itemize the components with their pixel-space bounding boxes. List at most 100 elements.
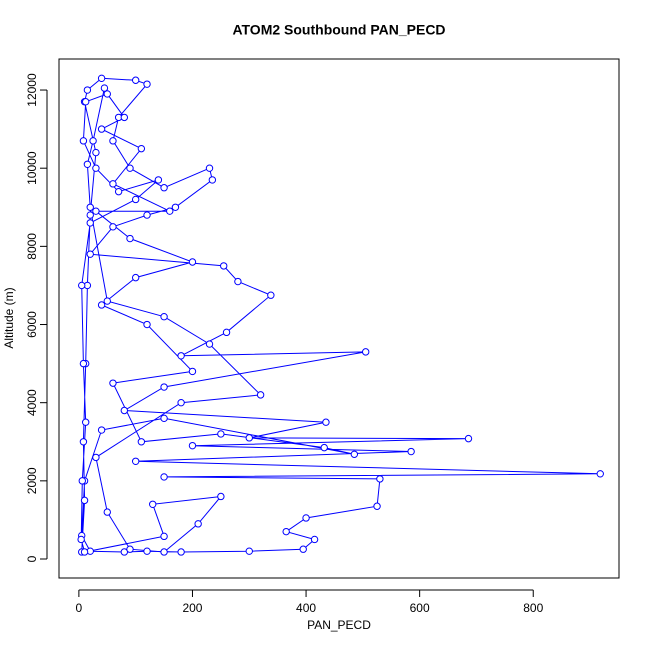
data-point	[160, 473, 168, 481]
data-point	[97, 74, 106, 83]
data-point	[97, 301, 106, 309]
data-point	[126, 234, 134, 243]
data-point	[361, 348, 370, 356]
data-point	[160, 383, 168, 391]
data-point	[160, 548, 168, 556]
data-point	[171, 203, 180, 211]
data-point	[596, 470, 604, 478]
data-point	[149, 500, 157, 508]
data-point	[97, 426, 106, 434]
data-point	[80, 548, 89, 556]
y-tick-label: 0	[25, 555, 39, 562]
data-point	[464, 434, 473, 443]
x-axis-label: PAN_PECD	[307, 618, 371, 632]
data-point	[86, 203, 94, 211]
data-point	[177, 398, 185, 407]
data-point	[217, 430, 225, 438]
data-point	[103, 297, 111, 305]
data-point	[188, 367, 197, 376]
data-point	[79, 359, 88, 368]
data-point	[160, 184, 168, 192]
data-point	[92, 148, 100, 157]
data-point	[245, 547, 253, 555]
data-point	[320, 443, 328, 452]
data-point	[143, 211, 151, 219]
data-point	[126, 545, 134, 553]
y-tick-label: 4000	[25, 389, 39, 416]
data-point	[245, 434, 253, 442]
chart-title: ATOM2 Southbound PAN_PECD	[232, 22, 445, 38]
data-point	[86, 211, 94, 219]
data-point	[77, 535, 85, 544]
data-point	[205, 164, 214, 172]
data-point	[160, 532, 168, 541]
data-point	[282, 527, 290, 536]
data-point	[131, 457, 140, 466]
data-point	[109, 223, 117, 231]
data-point	[310, 535, 319, 544]
data-point	[120, 406, 129, 415]
data-point	[177, 352, 185, 360]
data-point	[373, 502, 381, 510]
data-point	[267, 291, 275, 299]
data-point	[407, 447, 415, 456]
y-tick-label: 8000	[25, 233, 39, 260]
y-tick-label: 12000	[25, 73, 39, 107]
data-point	[194, 520, 202, 528]
plot-frame	[58, 58, 620, 579]
data-point	[81, 418, 90, 426]
data-point	[109, 137, 117, 145]
data-point	[160, 313, 168, 321]
data-point	[222, 328, 231, 337]
data-point	[322, 418, 330, 426]
data-point	[143, 80, 151, 88]
x-tick-label: 800	[523, 601, 543, 615]
data-point	[114, 187, 123, 196]
data-point	[78, 281, 86, 290]
data-point	[376, 475, 384, 483]
data-point	[92, 207, 100, 215]
data-point	[220, 262, 228, 270]
data-point	[131, 273, 140, 282]
data-point	[188, 258, 197, 266]
data-point	[120, 113, 129, 122]
data-point	[81, 98, 90, 106]
data-point	[205, 340, 214, 348]
data-point	[92, 453, 100, 462]
data-point	[177, 548, 185, 556]
data-point	[143, 320, 151, 329]
data-point	[86, 250, 94, 258]
data-point	[83, 160, 92, 168]
data-point	[217, 492, 225, 501]
data-point	[137, 144, 146, 153]
data-point	[109, 379, 117, 387]
data-point	[143, 547, 151, 555]
data-point	[89, 137, 97, 145]
data-point	[103, 90, 111, 98]
data-point	[80, 496, 89, 505]
x-tick-label: 0	[76, 601, 83, 615]
data-point	[126, 164, 134, 172]
data-point	[103, 508, 111, 516]
data-point	[86, 219, 94, 227]
y-tick-label: 6000	[25, 311, 39, 338]
data-point	[154, 176, 163, 184]
data-point	[166, 207, 174, 215]
data-point	[79, 438, 88, 446]
y-tick-label: 2000	[25, 467, 39, 494]
data-point	[97, 125, 106, 133]
data-point	[83, 86, 92, 94]
x-tick-label: 400	[296, 601, 316, 615]
data-point	[92, 164, 100, 172]
data-point	[350, 450, 359, 458]
data-point	[256, 391, 265, 399]
data-point	[160, 414, 168, 423]
data-point	[79, 137, 88, 145]
data-point	[188, 441, 197, 450]
y-axis-label: Altitude (m)	[2, 287, 16, 348]
data-point	[100, 84, 109, 92]
data-point	[131, 76, 140, 84]
data-point	[299, 545, 307, 553]
